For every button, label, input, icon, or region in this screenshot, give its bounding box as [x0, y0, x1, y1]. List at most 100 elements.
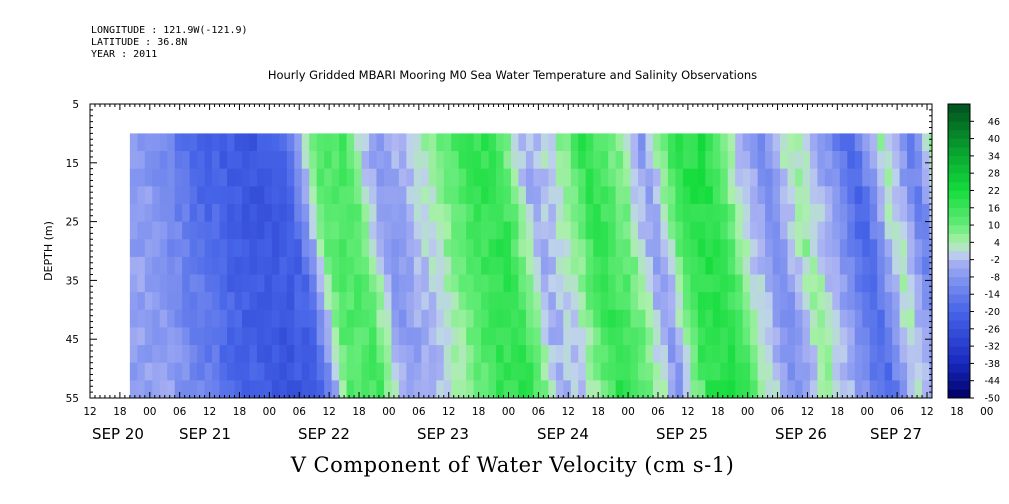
heatmap-cell	[346, 186, 355, 205]
heatmap-cell	[212, 239, 220, 258]
heatmap-cell	[301, 203, 310, 222]
heatmap-cell	[443, 221, 452, 240]
heatmap-cell	[241, 345, 250, 364]
heatmap-cell	[555, 256, 564, 275]
heatmap-cell	[667, 239, 676, 258]
heatmap-cell	[615, 203, 624, 222]
heatmap-cell	[854, 345, 863, 364]
heatmap-cell	[137, 327, 146, 346]
heatmap-cell	[525, 327, 534, 346]
heatmap-cell	[301, 186, 310, 205]
heatmap-cell	[563, 345, 572, 364]
heatmap-cell	[757, 345, 766, 364]
heatmap-cell	[682, 239, 691, 258]
heatmap-cell	[458, 151, 467, 170]
heatmap-cell	[189, 151, 198, 170]
heatmap-cell	[817, 380, 826, 399]
heatmap-cell	[540, 151, 549, 170]
heatmap-cell	[675, 362, 684, 381]
heatmap-cell	[369, 274, 377, 293]
heatmap-cell	[398, 309, 407, 328]
colorbar-bin	[948, 311, 970, 321]
y-tick-label: 25	[66, 217, 79, 229]
heatmap-cell	[884, 362, 893, 381]
heatmap-cell	[765, 203, 773, 222]
heatmap-cell	[212, 380, 220, 399]
heatmap-cell	[234, 380, 243, 399]
heatmap-cell	[383, 362, 392, 381]
heatmap-cell	[518, 292, 527, 311]
heatmap-cell	[757, 133, 766, 152]
heatmap-cell	[750, 309, 759, 328]
heatmap-cell	[189, 133, 198, 152]
heatmap-cell	[406, 133, 415, 152]
heatmap-cell	[346, 380, 355, 399]
heatmap-cell	[286, 327, 295, 346]
heatmap-cell	[787, 133, 796, 152]
heatmap-cell	[309, 380, 318, 399]
heatmap-cell	[802, 380, 811, 399]
heatmap-cell	[907, 292, 915, 311]
heatmap-cell	[847, 151, 856, 170]
heatmap-cell	[727, 345, 736, 364]
heatmap-cell	[279, 151, 288, 170]
heatmap-cell	[563, 151, 572, 170]
colorbar-bin	[948, 225, 970, 235]
heatmap-cell	[301, 380, 310, 399]
heatmap-cell	[391, 327, 400, 346]
heatmap-cell	[279, 274, 288, 293]
x-hour-label: 12	[920, 406, 933, 418]
heatmap-cell	[279, 239, 288, 258]
heatmap-cell	[623, 345, 631, 364]
heatmap-cell	[765, 345, 773, 364]
heatmap-cell	[638, 168, 646, 187]
heatmap-cell	[398, 221, 407, 240]
heatmap-cell	[780, 362, 788, 381]
heatmap-cell	[765, 133, 773, 152]
heatmap-cell	[802, 221, 811, 240]
heatmap-cell	[511, 309, 519, 328]
heatmap-cell	[212, 327, 220, 346]
heatmap-cell	[847, 309, 856, 328]
heatmap-cell	[914, 221, 923, 240]
heatmap-cell	[264, 327, 273, 346]
heatmap-cell	[682, 256, 691, 275]
heatmap-cell	[249, 362, 258, 381]
heatmap-cell	[802, 362, 811, 381]
heatmap-cell	[369, 327, 377, 346]
heatmap-cell	[331, 203, 340, 222]
heatmap-cell	[892, 256, 901, 275]
heatmap-cell	[241, 327, 250, 346]
heatmap-cell	[727, 362, 736, 381]
heatmap-cell	[391, 292, 400, 311]
heatmap-cell	[406, 186, 415, 205]
heatmap-cell	[877, 309, 886, 328]
heatmap-cell	[421, 380, 430, 399]
heatmap-cell	[376, 256, 385, 275]
heatmap-cell	[503, 203, 512, 222]
heatmap-cell	[645, 221, 654, 240]
heatmap-cell	[481, 168, 489, 187]
heatmap-cell	[525, 133, 534, 152]
heatmap-cell	[802, 203, 811, 222]
heatmap-cell	[630, 186, 639, 205]
heatmap-cell	[787, 256, 796, 275]
heatmap-cell	[249, 186, 258, 205]
heatmap-cell	[503, 239, 512, 258]
heatmap-cell	[585, 362, 594, 381]
heatmap-cell	[765, 239, 773, 258]
heatmap-cell	[204, 239, 213, 258]
heatmap-cell	[533, 327, 542, 346]
heatmap-cell	[794, 203, 803, 222]
heatmap-cell	[839, 256, 848, 275]
colorbar-label: -32	[984, 342, 1000, 353]
heatmap-cell	[204, 133, 213, 152]
heatmap-cell	[705, 203, 714, 222]
heatmap-cell	[623, 151, 631, 170]
heatmap-cell	[354, 380, 362, 399]
heatmap-cell	[548, 168, 557, 187]
heatmap-cell	[742, 345, 751, 364]
heatmap-cell	[548, 256, 557, 275]
heatmap-cell	[869, 203, 878, 222]
heatmap-cell	[339, 133, 347, 152]
